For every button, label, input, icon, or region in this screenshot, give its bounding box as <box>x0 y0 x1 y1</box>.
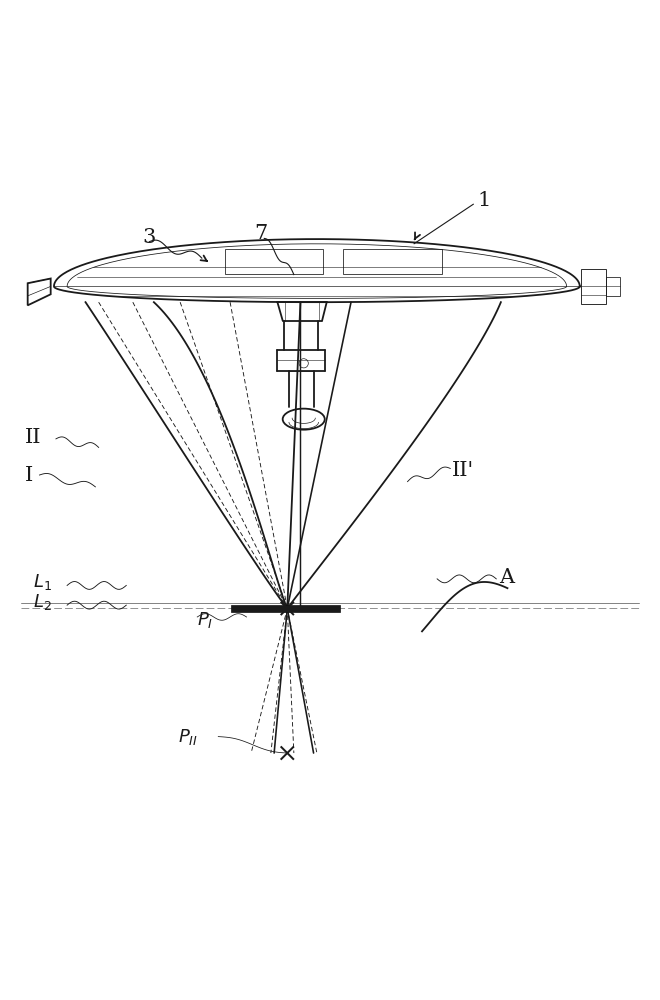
Text: 1: 1 <box>478 191 491 210</box>
Text: A: A <box>500 568 515 587</box>
Text: $P_{II}$: $P_{II}$ <box>178 727 197 747</box>
Text: I: I <box>24 466 32 485</box>
Text: 7: 7 <box>254 224 267 243</box>
Bar <box>581 269 606 304</box>
Bar <box>606 277 620 296</box>
Text: $P_I$: $P_I$ <box>197 610 213 630</box>
Bar <box>232 605 340 612</box>
Bar <box>225 249 323 274</box>
Text: $L_1$: $L_1$ <box>33 572 52 592</box>
Text: $L_2$: $L_2$ <box>33 592 51 612</box>
Text: II': II' <box>451 461 474 480</box>
Text: II: II <box>24 428 41 447</box>
Text: 3: 3 <box>143 228 156 247</box>
Bar <box>343 249 442 274</box>
